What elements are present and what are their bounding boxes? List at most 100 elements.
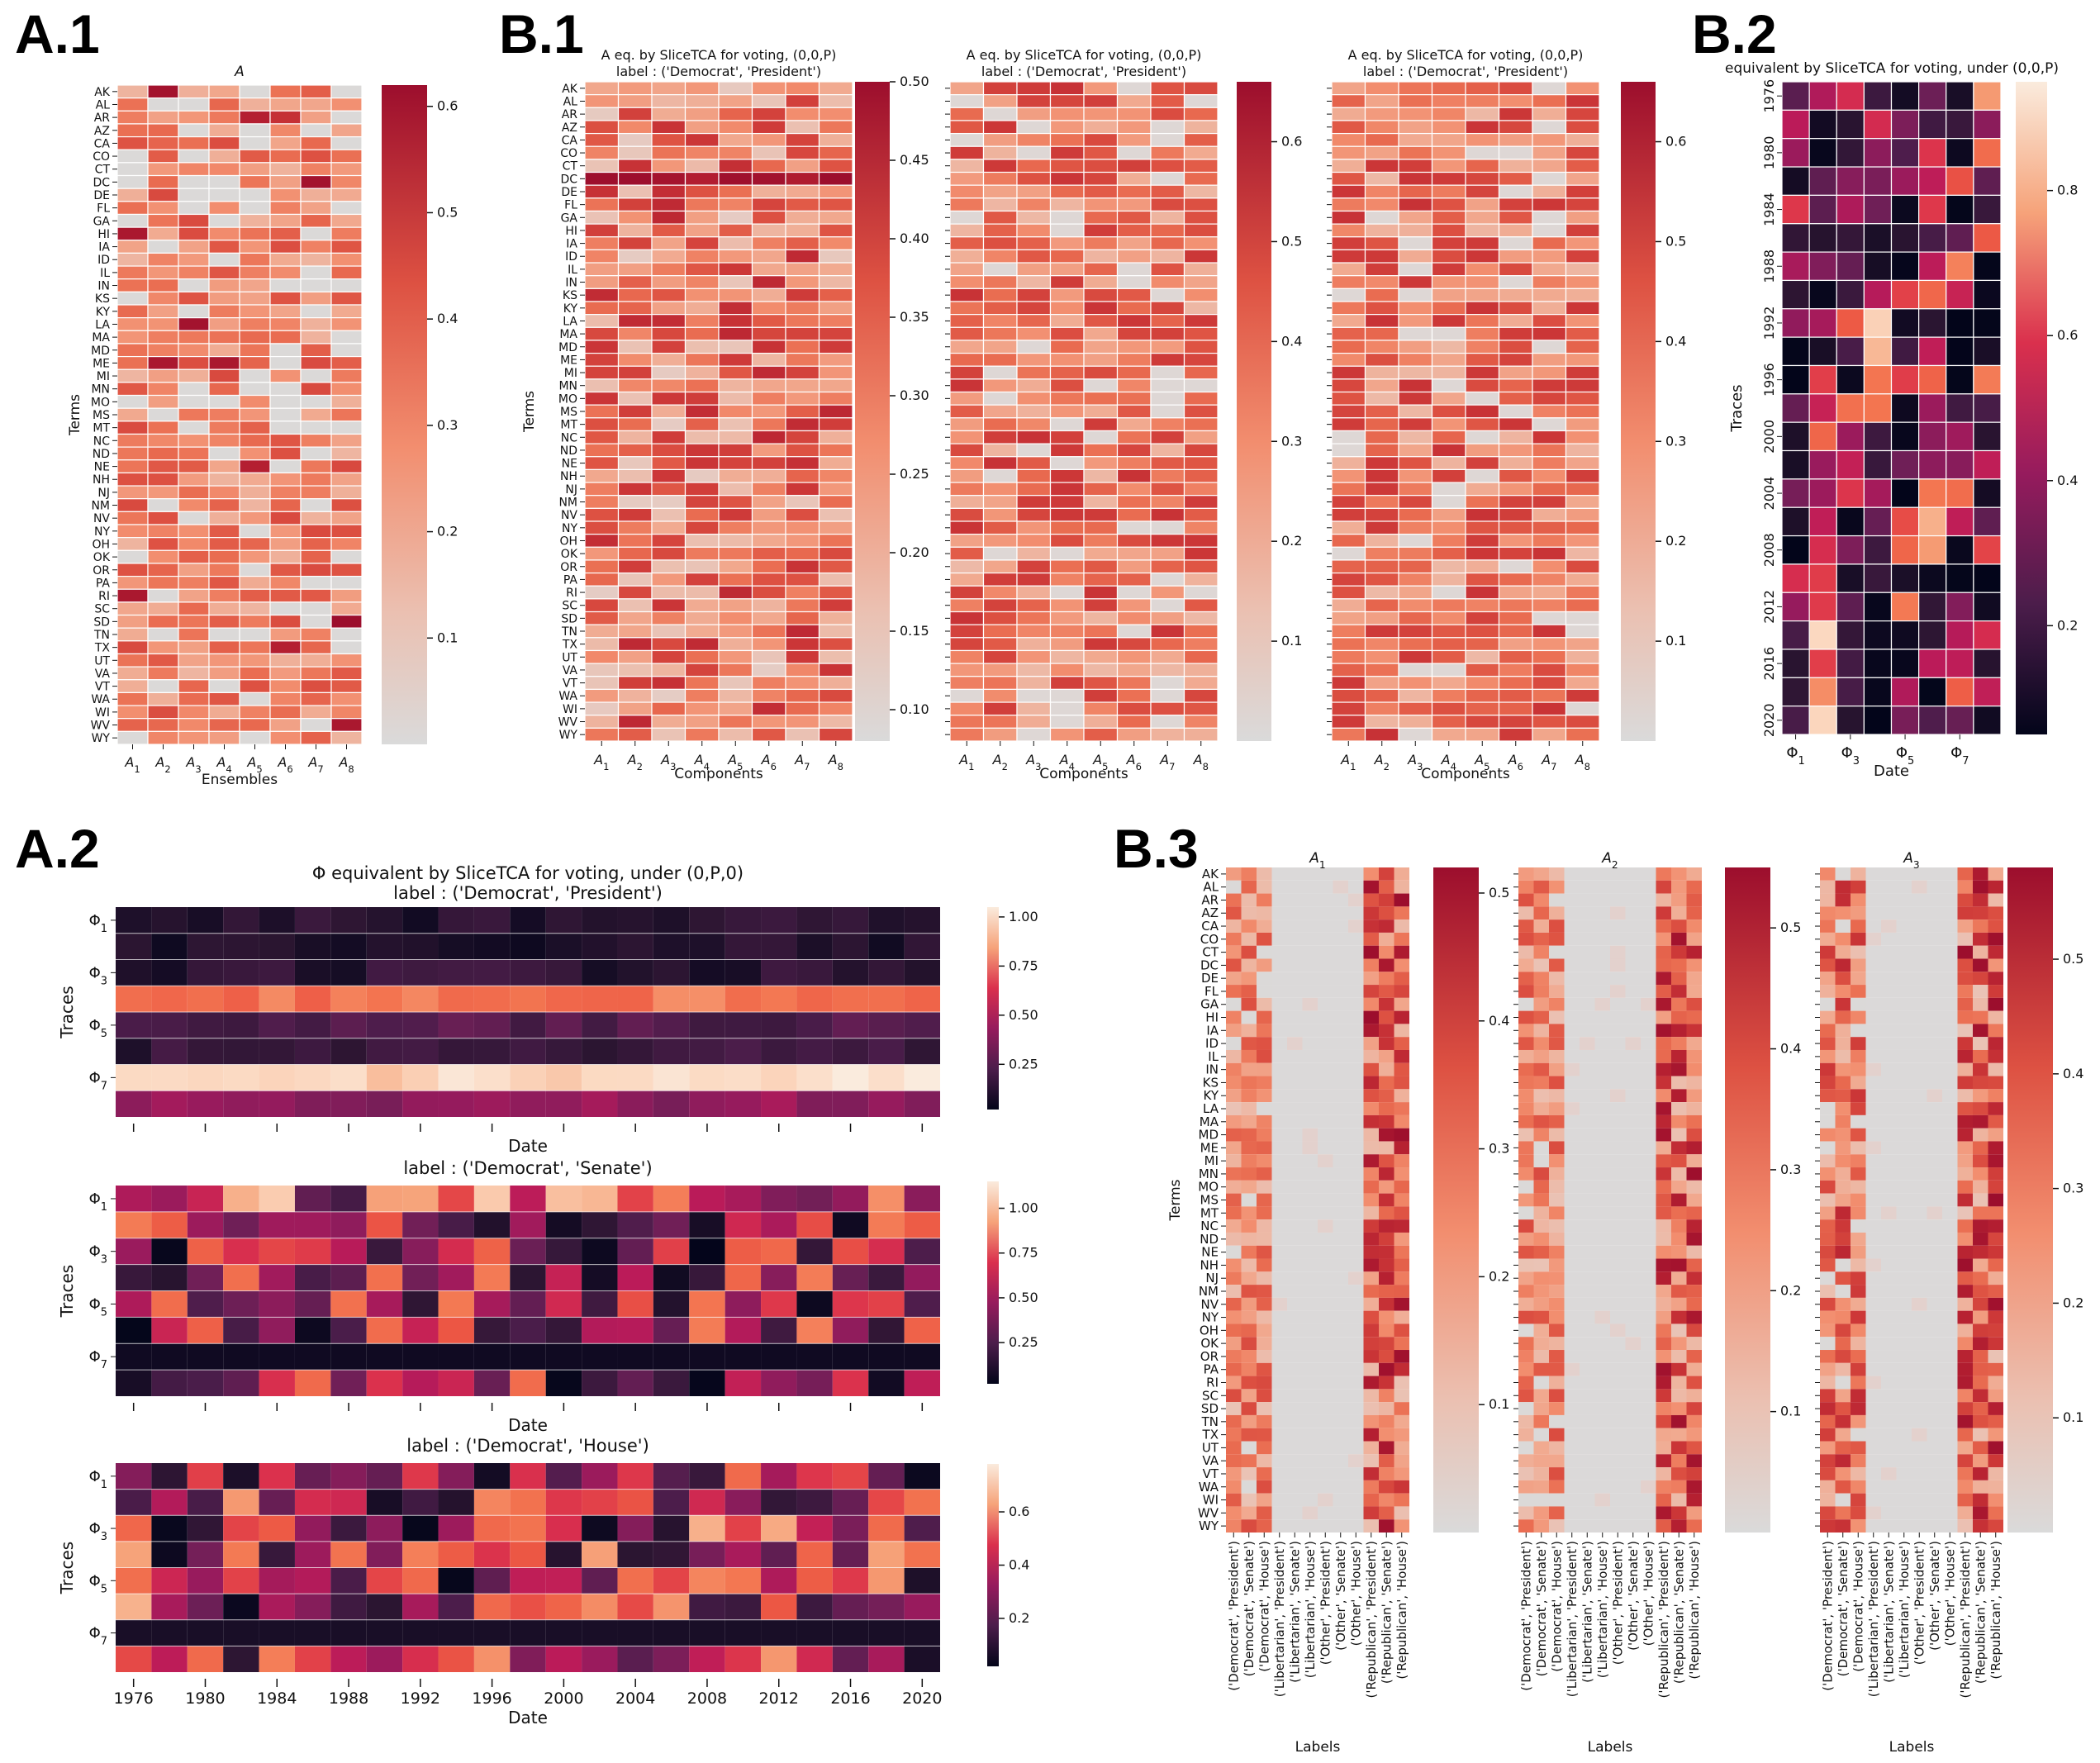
heatmap-cell [1836, 535, 1865, 565]
B3a-ylabel: Terms [1167, 1179, 1184, 1221]
heatmap-cell [178, 640, 210, 655]
heatmap-cell [1363, 1389, 1379, 1403]
heatmap-cell [1610, 920, 1626, 933]
heatmap-cell [1226, 1219, 1242, 1233]
heatmap-cell [684, 352, 720, 367]
heatmap-cell [584, 326, 620, 341]
A1-heatmap [116, 84, 363, 745]
heatmap-cell [1671, 1310, 1687, 1324]
heatmap-cell [1394, 1428, 1409, 1442]
heatmap-cell [982, 94, 1018, 108]
heatmap-cell [653, 1646, 690, 1672]
heatmap-cell [1565, 456, 1600, 471]
heatmap-cell [187, 1186, 224, 1212]
heatmap-cell [366, 1515, 403, 1542]
heatmap-cell [1973, 972, 1988, 986]
B1a-xtick-label: A8 [828, 752, 843, 772]
heatmap-cell [1348, 1297, 1364, 1311]
heatmap-cell [1656, 1114, 1671, 1129]
heatmap-cell [1302, 1024, 1318, 1038]
heatmap-cell [1564, 985, 1580, 998]
heatmap-cell [1083, 585, 1119, 600]
heatmap-cell [651, 624, 687, 639]
heatmap-cell [1498, 649, 1533, 664]
heatmap-cell [1896, 1362, 1912, 1376]
A2a-ytick-label: Φ5 [89, 1017, 107, 1040]
heatmap-cell [796, 1012, 833, 1038]
heatmap-cell [1379, 1232, 1394, 1246]
heatmap-cell [1625, 1232, 1641, 1246]
heatmap-cell [1565, 94, 1600, 108]
heatmap-cell [582, 986, 618, 1012]
heatmap-cell [330, 123, 363, 138]
heatmap-cell [1835, 1376, 1851, 1390]
heatmap-cell [269, 188, 302, 202]
heatmap-cell [178, 614, 210, 629]
heatmap-cell [1671, 1362, 1687, 1376]
heatmap-cell [1565, 184, 1600, 199]
B1a-ytick-label: SC [562, 600, 577, 613]
heatmap-cell [1083, 184, 1119, 199]
A2a-ytick-label: Φ1 [89, 912, 107, 935]
heatmap-cell [949, 94, 985, 108]
heatmap-cell [269, 588, 302, 603]
heatmap-cell [1518, 958, 1534, 972]
heatmap-cell [1594, 1193, 1610, 1207]
heatmap-cell [1865, 1323, 1881, 1338]
heatmap-cell [1912, 1402, 1927, 1415]
heatmap-cell [1532, 688, 1567, 703]
heatmap-cell [239, 149, 271, 164]
heatmap-cell [269, 472, 302, 487]
heatmap-cell [725, 1064, 762, 1091]
heatmap-cell [239, 718, 271, 732]
heatmap-cell [1533, 1128, 1549, 1142]
heatmap-cell [751, 340, 786, 354]
heatmap-cell [1820, 1206, 1836, 1220]
heatmap-cell [1271, 1245, 1287, 1259]
heatmap-cell [785, 468, 820, 483]
B1a-ytick-label: OK [561, 548, 578, 561]
heatmap-cell [982, 676, 1018, 691]
heatmap-cell [1946, 251, 1974, 282]
heatmap-cell [151, 1567, 188, 1594]
heatmap-cell [1686, 867, 1702, 881]
heatmap-cell [147, 110, 179, 125]
heatmap-cell [1549, 1402, 1565, 1415]
heatmap-cell [1564, 1480, 1580, 1494]
heatmap-cell [1532, 727, 1567, 742]
heatmap-cell [1379, 1480, 1394, 1494]
heatmap-cell [1331, 468, 1366, 483]
heatmap-cell [1973, 1010, 1988, 1024]
heatmap-cell [1973, 364, 2002, 395]
heatmap-cell [1532, 171, 1567, 186]
heatmap-cell [1625, 1154, 1641, 1168]
heatmap-cell [294, 1038, 331, 1065]
heatmap-cell [1364, 417, 1399, 432]
heatmap-cell [1049, 391, 1085, 406]
heatmap-cell [1820, 997, 1836, 1011]
heatmap-cell [796, 1038, 833, 1065]
heatmap-cell [1942, 1297, 1958, 1311]
heatmap-cell [1398, 236, 1433, 251]
heatmap-cell [300, 201, 332, 216]
heatmap-cell [832, 1290, 869, 1318]
heatmap-cell [1927, 1337, 1942, 1351]
heatmap-cell [269, 718, 302, 732]
heatmap-cell [116, 226, 149, 241]
heatmap-cell [751, 378, 786, 393]
heatmap-cell [651, 507, 687, 522]
heatmap-cell [1016, 456, 1052, 471]
heatmap-cell [1465, 223, 1500, 238]
heatmap-cell [1656, 958, 1671, 972]
B1a-ytick-label: NJ [565, 483, 577, 497]
heatmap-cell [1271, 880, 1287, 894]
heatmap-cell [1625, 1519, 1641, 1533]
heatmap-cell [684, 559, 720, 574]
heatmap-cell [653, 959, 690, 986]
heatmap-cell [116, 240, 149, 254]
heatmap-cell [1271, 985, 1287, 998]
heatmap-cell [904, 1211, 940, 1238]
heatmap-cell [1379, 1506, 1394, 1520]
heatmap-cell [1988, 1428, 2003, 1442]
heatmap-cell [1686, 1493, 1702, 1507]
